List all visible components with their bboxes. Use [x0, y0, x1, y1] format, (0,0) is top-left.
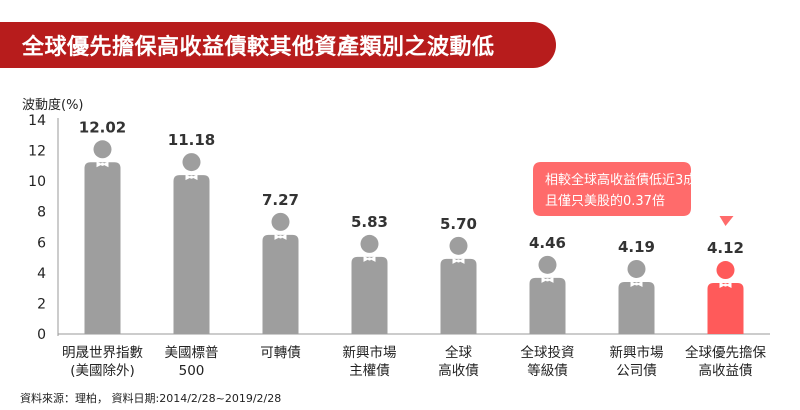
category-label: (美國除外) — [70, 363, 135, 379]
bow-tie-knot — [456, 259, 461, 263]
callout-line-1: 相較全球高收益債低近3成， — [545, 172, 709, 188]
bow-tie-knot — [634, 282, 639, 286]
bar — [84, 162, 121, 334]
category-label: 新興市場 — [610, 344, 664, 361]
bar — [440, 258, 477, 334]
category-label: 等級債 — [527, 362, 568, 379]
value-label: 4.12 — [707, 239, 744, 257]
category-label: 可轉債 — [260, 345, 301, 361]
bar-head — [538, 255, 557, 274]
bar — [173, 175, 210, 334]
value-label: 5.83 — [351, 213, 388, 231]
category-label: 全球優先擔保 — [685, 344, 766, 361]
y-tick-label: 12 — [28, 144, 46, 160]
y-tick-label: 10 — [28, 174, 46, 190]
y-tick-label: 8 — [37, 205, 46, 221]
bar-head — [449, 236, 468, 255]
category-label: 公司債 — [616, 363, 657, 379]
source-footnote: 資料來源：理柏， 資料日期:2014/2/28~2019/2/28 — [20, 392, 282, 405]
category-label: 新興市場 — [343, 344, 397, 361]
y-tick-label: 14 — [28, 113, 46, 129]
y-axis-label: 波動度(%) — [22, 98, 84, 113]
bar — [707, 283, 744, 334]
value-label: 5.70 — [440, 215, 477, 233]
bow-tie-knot — [278, 235, 283, 239]
value-label: 11.18 — [168, 131, 215, 149]
bow-tie-knot — [545, 278, 550, 282]
y-tick-label: 4 — [37, 266, 46, 282]
value-label: 12.02 — [79, 118, 126, 136]
category-label: 明晟世界指數 — [62, 345, 143, 361]
bar-head — [360, 234, 379, 253]
bar-head — [182, 153, 201, 172]
y-tick-label: 2 — [37, 296, 46, 312]
bar — [618, 281, 655, 334]
callout-line-2: 且僅只美股的0.37倍 — [545, 193, 665, 209]
title-banner: 全球優先擔保高收益債較其他資產類別之波動低 — [0, 22, 556, 68]
y-tick-label: 6 — [37, 235, 46, 251]
value-label: 7.27 — [262, 191, 299, 209]
category-label: 全球投資 — [521, 344, 575, 361]
y-tick-label: 0 — [37, 327, 46, 343]
category-label: 500 — [179, 363, 205, 379]
bar — [351, 256, 388, 334]
category-label: 美國標普 — [165, 345, 219, 361]
bar-head — [716, 261, 735, 280]
callout-bubble — [533, 162, 734, 226]
bow-tie-knot — [100, 162, 105, 166]
bar-head — [271, 212, 290, 231]
value-label: 4.46 — [529, 234, 566, 252]
bar-head — [627, 259, 646, 278]
chart-title: 全球優先擔保高收益債較其他資產類別之波動低 — [22, 35, 495, 60]
bow-tie-knot — [723, 283, 728, 287]
category-label: 高收益債 — [699, 362, 753, 379]
bow-tie-knot — [367, 257, 372, 261]
category-label: 主權債 — [349, 363, 390, 379]
value-label: 4.19 — [618, 238, 655, 256]
bar — [262, 234, 299, 334]
category-label: 高收債 — [438, 362, 479, 379]
bar — [529, 277, 566, 334]
category-label: 全球 — [445, 344, 472, 361]
bar-head — [93, 140, 112, 159]
bow-tie-knot — [189, 175, 194, 179]
